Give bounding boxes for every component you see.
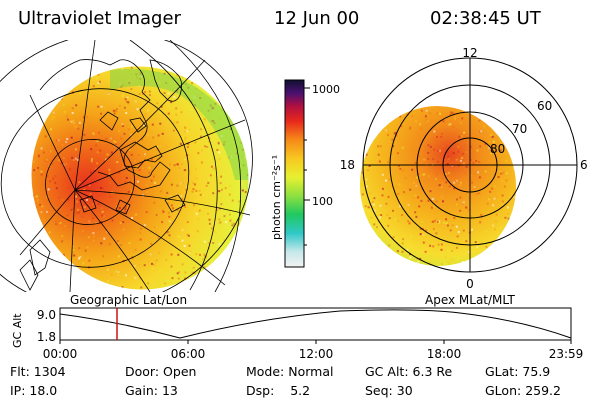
mlt-label-6: 6 [580,158,588,172]
date-label: 12 Jun 00 [274,8,360,29]
time-label: 02:38:45 UT [430,8,541,29]
instrument-title: Ultraviolet Imager [18,8,181,29]
apex-caption: Apex MLat/MLT [425,293,515,307]
status-glon: GLon: 259.2 [485,383,561,398]
status-gain: Gain: 13 [125,383,178,398]
x-tick-0600: 06:00 [171,347,206,361]
x-tick-1200: 12:00 [299,347,334,361]
mlat-label-60: 60 [537,99,552,113]
mlat-label-80: 80 [490,142,505,156]
status-dsp: Dsp: 5.2 [246,383,311,398]
colorbar-tick-1000: 1000 [312,83,340,96]
status-flt: Flt: 1304 [10,364,66,379]
colorbar-unit-label: photon cm⁻²s⁻¹ [270,155,283,240]
timeline-axis-label: GC Alt [11,313,24,348]
status-door: Door: Open [125,364,197,379]
mlat-label-70: 70 [512,122,527,136]
status-ip: IP: 18.0 [10,383,58,398]
colorbar [284,79,305,268]
y-tick-1-8: 1.8 [37,330,56,344]
x-tick-2359: 23:59 [549,347,584,361]
x-tick-1800: 18:00 [427,347,462,361]
colorbar-tick-100: 100 [312,195,333,208]
y-tick-9: 9.0 [37,308,56,322]
status-gc-alt: GC Alt: 6.3 Re [365,364,453,379]
x-tick-0000: 00:00 [43,347,78,361]
mlt-label-18: 18 [340,158,355,172]
mlt-label-0: 0 [466,277,474,291]
geographic-caption: Geographic Lat/Lon [70,293,187,307]
mlt-label-12: 12 [462,46,477,60]
status-mode: Mode: Normal [246,364,334,379]
status-seq: Seq: 30 [365,383,413,398]
gc-alt-timeline: GC Alt 9.0 1.8 00:00 06:00 12:00 18:00 2… [11,307,584,361]
apex-polar-plot: 12 18 6 0 60 70 80 [340,46,588,291]
status-glat: GLat: 75.9 [485,364,551,379]
